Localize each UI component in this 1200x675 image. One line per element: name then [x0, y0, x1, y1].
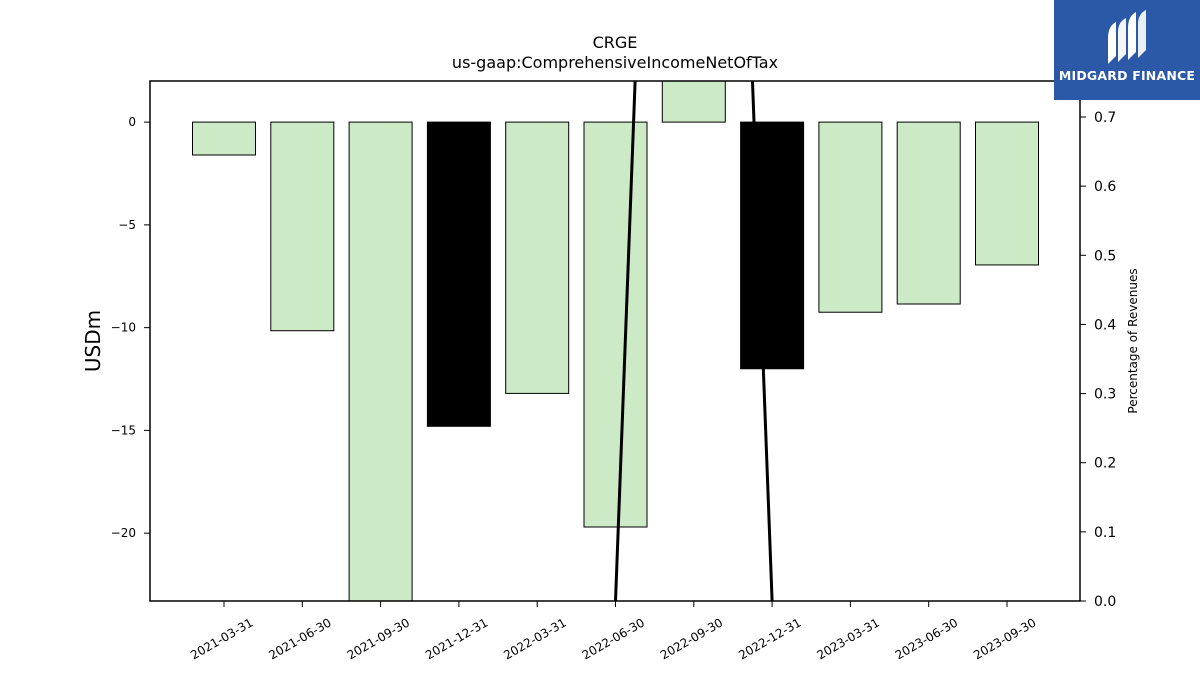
bar-2023-09-30: [975, 121, 1039, 266]
chart-subtitle: us-gaap:ComprehensiveIncomeNetOfTax: [452, 53, 778, 72]
x-tick-label: 2022-06-30: [580, 615, 647, 662]
y2-tick-label: 0.5: [1094, 248, 1116, 264]
y-tick-label: −5: [118, 218, 136, 232]
bar-2021-03-31: [192, 121, 256, 156]
y-tick-label: −15: [111, 423, 136, 437]
bar-2021-12-31: [426, 121, 491, 427]
y2-tick-label: 0.2: [1094, 456, 1116, 472]
y2-tick-label: 0.3: [1094, 387, 1116, 403]
y-axis-label: USDm: [81, 310, 105, 372]
x-tick-label: 2021-09-30: [345, 615, 412, 662]
x-tick-label: 2022-12-31: [736, 615, 803, 662]
midgard-finance-logo: MIDGARD FINANCE: [1054, 0, 1200, 100]
y-tick-label: 0: [128, 115, 136, 129]
y-tick-label: −10: [111, 321, 136, 335]
x-tick-label: 2022-09-30: [658, 615, 725, 662]
y2-tick-label: 0.4: [1094, 317, 1116, 333]
x-tick-label: 2021-12-31: [423, 615, 490, 662]
midgard-logo-icon: [1108, 10, 1146, 64]
y-tick-label: −20: [111, 526, 136, 540]
x-tick-label: 2023-06-30: [893, 615, 960, 662]
chart-title: CRGE: [593, 33, 638, 52]
y2-tick-label: 0.0: [1094, 594, 1116, 610]
y2-tick-label: 0.7: [1094, 110, 1116, 126]
y2-tick-label: 0.6: [1094, 179, 1116, 195]
bar-2022-03-31: [505, 121, 570, 394]
bar-2023-06-30: [896, 121, 961, 305]
x-tick-label: 2023-09-30: [971, 615, 1038, 662]
bar-2021-09-30: [348, 121, 413, 601]
bar-2022-12-31: [740, 121, 805, 370]
bar-2023-03-31: [818, 121, 883, 313]
x-tick-label: 2021-03-31: [188, 615, 255, 662]
bar-2021-06-30: [270, 121, 335, 332]
bar-2022-09-30: [661, 81, 726, 123]
logo-text: MIDGARD FINANCE: [1058, 68, 1196, 83]
bar-2022-06-30: [583, 121, 648, 528]
x-tick-label: 2022-03-31: [501, 615, 568, 662]
x-tick-label: 2023-03-31: [814, 615, 881, 662]
y2-axis-label: Percentage of Revenues: [1126, 268, 1140, 413]
y2-tick-label: 0.1: [1094, 525, 1116, 541]
x-tick-label: 2021-06-30: [266, 615, 333, 662]
